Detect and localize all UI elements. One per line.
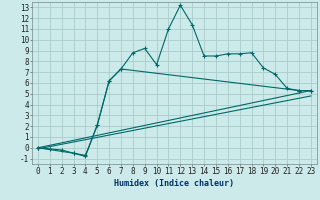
X-axis label: Humidex (Indice chaleur): Humidex (Indice chaleur) <box>115 179 234 188</box>
